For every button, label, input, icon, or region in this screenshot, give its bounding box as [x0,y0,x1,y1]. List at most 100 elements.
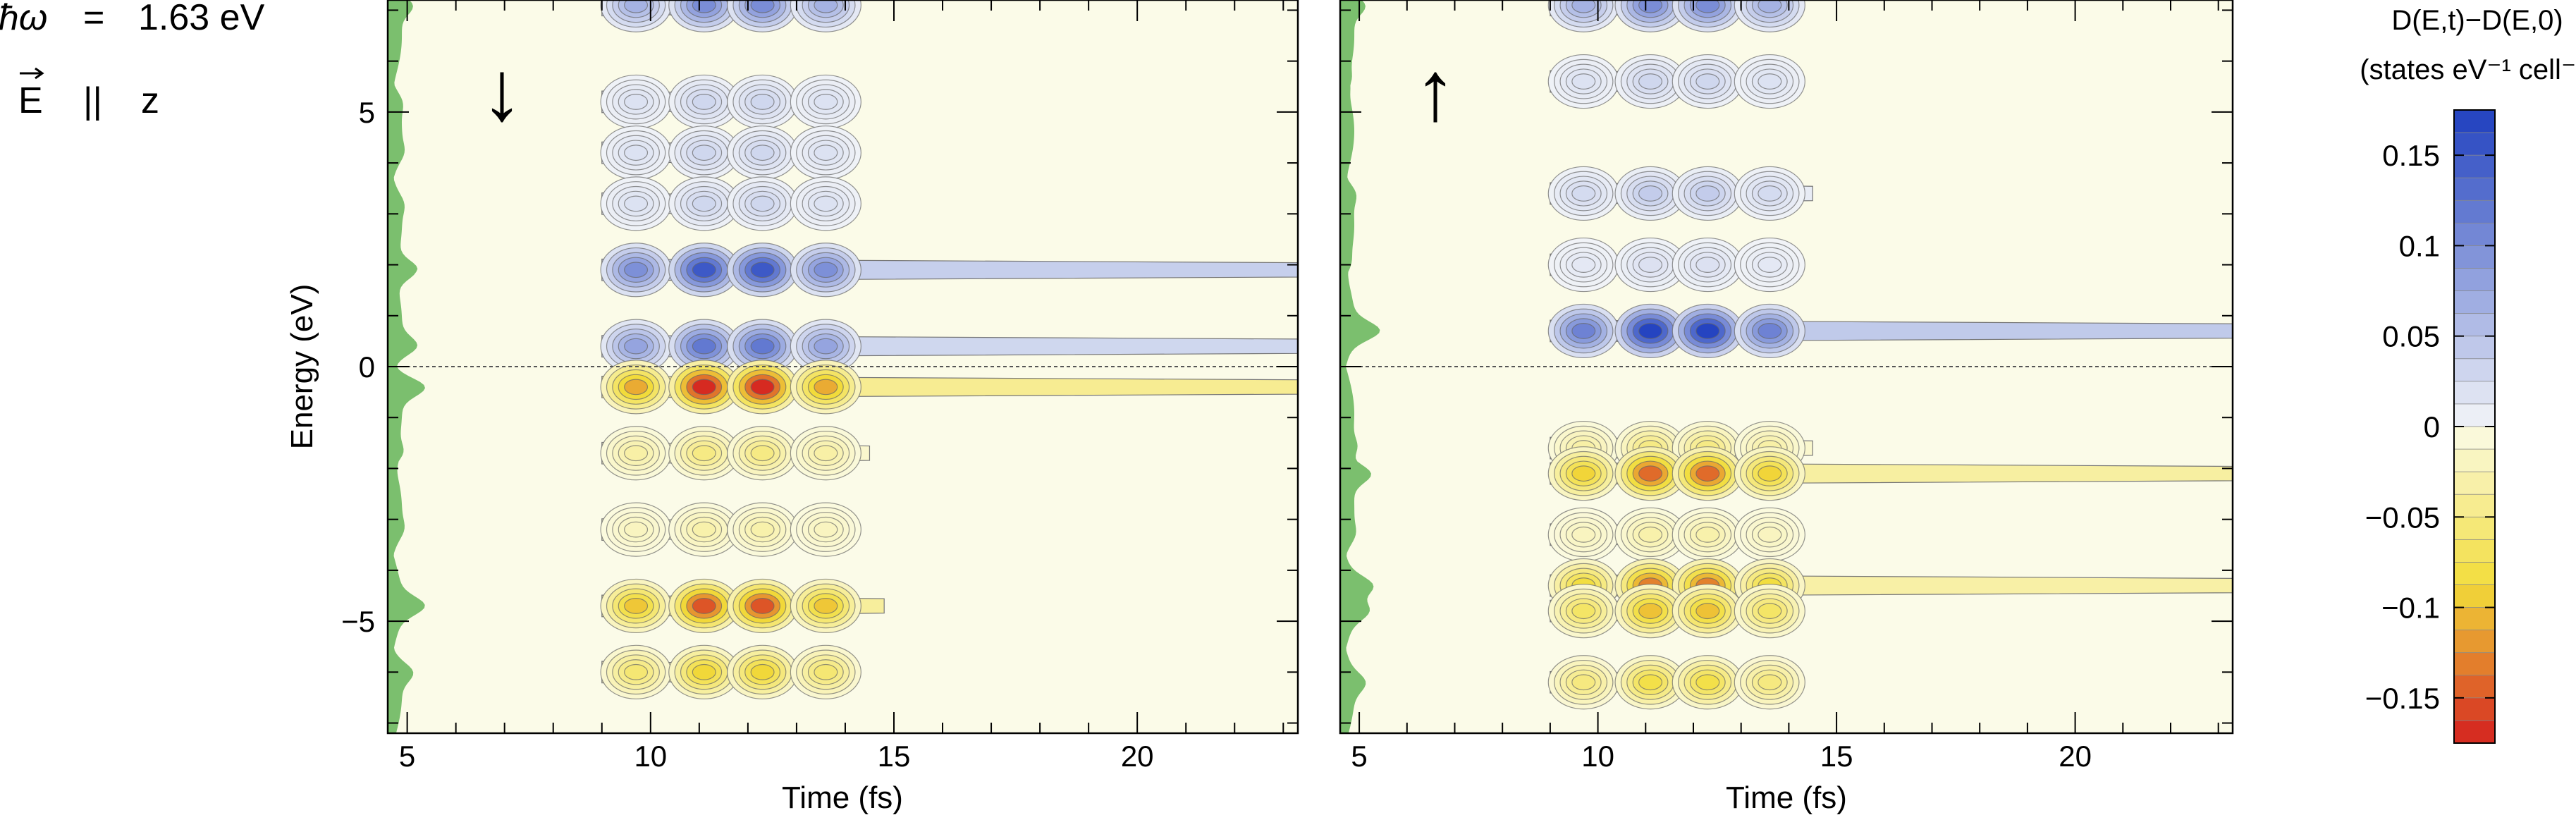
energy-band [600,0,861,32]
contour-level [1571,674,1596,691]
x-tick-label: 10 [1581,740,1614,773]
polarization-axis: z [141,80,159,121]
contour-level [750,94,775,110]
energy-band [600,578,885,634]
contour-level [1695,674,1720,691]
contour-level [1638,73,1663,90]
contour-level [624,195,649,212]
energy-band [1547,237,1805,293]
contour-level [750,445,775,462]
contour-level [1638,0,1663,13]
colorbar-swatch [2453,154,2496,179]
contour-level [1571,73,1596,90]
contour-level [624,379,649,396]
energy-band [1547,655,1805,710]
contour-level [692,0,716,13]
colorbar-swatch [2453,222,2496,247]
contour-level [750,663,775,680]
contour-level [750,145,775,161]
colorbar-swatch [2453,675,2496,699]
contour-level [692,598,716,614]
colorbar-swatch [2453,109,2496,133]
y-tick-label: 0 [359,350,375,384]
energy-band [600,176,861,231]
contour-layer [600,0,1298,699]
x-tick-label: 15 [878,740,911,773]
equals-sign: = [83,0,104,38]
contour-level [814,0,838,13]
colorbar-tick-label: −0.05 [2365,501,2440,534]
contour-level [624,663,649,680]
contour-level [692,379,716,396]
contour-level [814,445,838,462]
contour-level [692,445,716,462]
contour-level [814,145,838,161]
colorbar-tick-label: 0 [2424,410,2440,443]
contour-level [1571,465,1596,482]
energy-band [1547,166,1813,221]
contour-level [750,0,775,13]
contour-level [1695,603,1720,620]
colorbar-tick-label: −0.15 [2365,682,2440,715]
contour-level [814,663,838,680]
y-tick-labels: −5 0 5 [341,96,375,638]
contour-level [1695,185,1720,202]
y-axis-label: Energy (eV) [285,284,319,450]
x-tick-label: 15 [1820,740,1853,773]
colorbar-swatch [2453,448,2496,473]
energy-band [600,243,1298,298]
field-symbol: E [18,80,43,121]
colorbar-swatch [2453,652,2496,676]
contour-level [624,262,649,278]
colorbar-swatch [2453,471,2496,496]
energy-band [600,426,871,481]
contour-level [814,94,838,110]
contour-level [692,521,716,538]
colorbar: D(E,t)−D(E,0) (states eV⁻¹ cell⁻¹) 0.150… [2360,5,2576,744]
pulse-annotation: ħω = 1.63 eV E || z [0,0,265,121]
colorbar-swatch [2453,177,2496,202]
contour-level [624,0,649,13]
vector-arrow-icon [20,67,44,80]
colorbar-swatch [2453,584,2496,608]
contour-level [1695,465,1720,482]
plot-frame [386,0,1299,735]
photon-energy: 1.63 eV [138,0,265,38]
contour-level [1638,603,1663,620]
colorbar-tick-label: 0.1 [2399,229,2440,262]
colorbar-swatch [2453,697,2496,721]
photon-symbol: ħω [0,0,47,38]
colorbar-tick-label: −0.1 [2381,592,2440,625]
contour-level [1638,323,1663,339]
ground-state-dos-fill [1340,0,1380,733]
contour-level [624,445,649,462]
contour-level [1758,465,1782,482]
x-tick-label: 5 [1351,740,1367,773]
colorbar-swatch [2453,607,2496,631]
x-tick-labels: 5 10 15 20 [1351,740,2092,773]
contour-level [1758,73,1782,90]
contour-level [1638,465,1663,482]
colorbar-swatch [2453,516,2496,541]
contour-level [624,94,649,110]
contour-level [692,195,716,212]
contour-level [1695,323,1720,339]
contour-level [1571,603,1596,620]
energy-band [600,125,861,180]
x-tick-label: 20 [1121,740,1154,773]
colorbar-title-line2: (states eV⁻¹ cell⁻¹) [2360,54,2576,85]
axis-ticks [388,0,1298,733]
heatmap-panel-spin-up: 5 10 15 20 Time (fs) ↑ [1339,0,2234,815]
contour-level [1638,185,1663,202]
energy-band [1547,584,1805,639]
plot-frame [1339,0,2234,735]
colorbar-swatch [2453,268,2496,292]
contour-level [692,262,716,278]
energy-band [1547,303,2233,359]
colorbar-swatch [2453,200,2496,224]
colorbar-swatch [2453,539,2496,563]
energy-band [600,644,861,699]
colorbar-tick-label: 0.05 [2382,320,2440,353]
contour-layer [1547,0,2233,710]
